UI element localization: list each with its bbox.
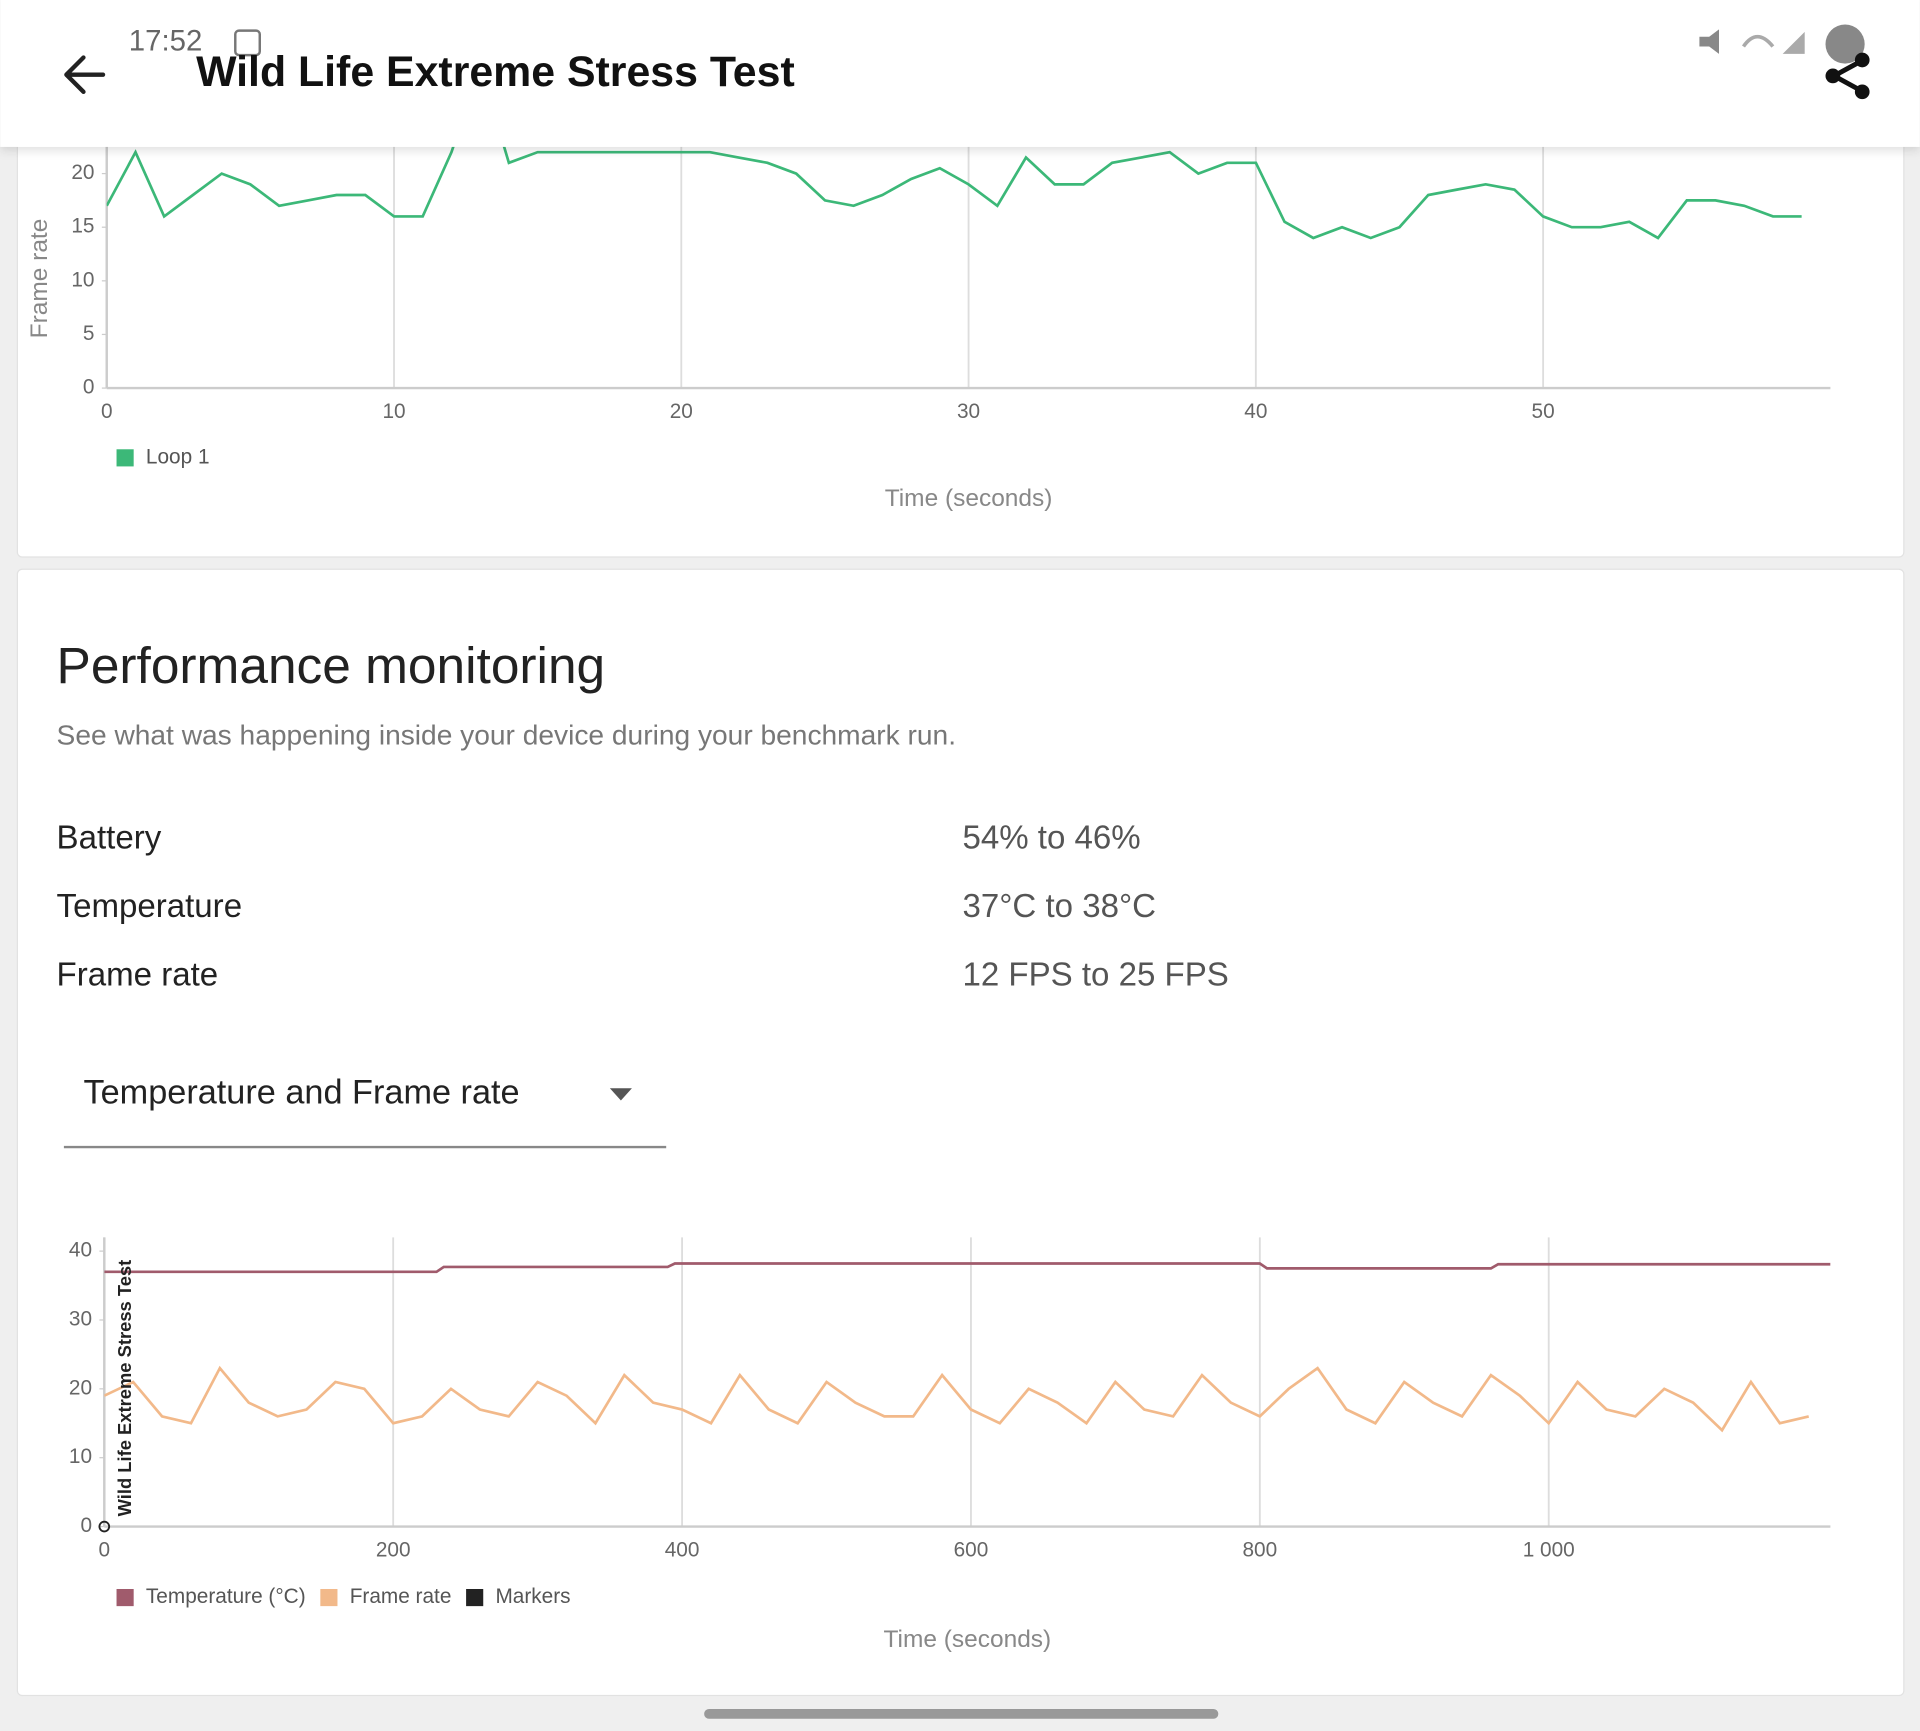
section-title: Performance monitoring xyxy=(57,636,606,694)
legend-swatch xyxy=(320,1588,338,1607)
page-title: Wild Life Extreme Stress Test xyxy=(196,48,795,96)
dropdown-text[interactable]: Temperature and Frame rate xyxy=(83,1073,519,1111)
x-tick-label: 50 xyxy=(1532,400,1555,423)
x-tick-label: 200 xyxy=(376,1539,411,1562)
y-tick-label: 30 xyxy=(69,1307,92,1330)
dropdown-area[interactable] xyxy=(63,1052,667,1148)
x-tick-label: 600 xyxy=(954,1539,989,1562)
y-tick-label: 0 xyxy=(80,1514,92,1537)
row-label: Temperature xyxy=(57,888,243,925)
share-dot xyxy=(1854,52,1870,68)
legend-swatch xyxy=(116,449,134,467)
marker-label: Wild Life Extreme Stress Test xyxy=(114,1260,135,1517)
x-tick-label: 800 xyxy=(1242,1539,1277,1562)
row-value: 37°C to 38°C xyxy=(962,888,1156,925)
series-line xyxy=(104,1262,1831,1274)
legend-label: Loop 1 xyxy=(146,445,210,468)
x-tick-label: 0 xyxy=(99,1539,111,1562)
x-tick-label: 1 000 xyxy=(1523,1539,1575,1562)
nav-handle xyxy=(704,1708,1219,1719)
header-bar xyxy=(0,0,1920,147)
app-header: 17:52 Wild Life Extreme Stress Test xyxy=(0,0,1920,147)
legend-label: Markers xyxy=(495,1585,570,1608)
section-subtitle: See what was happening inside your devic… xyxy=(57,719,956,750)
y-tick-label: 20 xyxy=(71,161,94,184)
marker xyxy=(98,1520,111,1533)
dropdown-arrow[interactable] xyxy=(609,1088,632,1101)
y-tick-label: 20 xyxy=(69,1376,92,1399)
y-tick-label: 10 xyxy=(71,268,94,291)
series-line xyxy=(104,1365,1810,1433)
performance-card xyxy=(16,568,1905,1697)
legend-label: Frame rate xyxy=(350,1585,452,1608)
x-tick-label: 400 xyxy=(665,1539,700,1562)
row-value: 54% to 46% xyxy=(962,820,1140,857)
status-time: 17:52 xyxy=(129,25,203,58)
y-axis-title: Frame rate xyxy=(26,219,53,339)
row-value: 12 FPS to 25 FPS xyxy=(962,957,1228,994)
legend-swatch xyxy=(466,1588,484,1607)
x-tick-label: 0 xyxy=(101,400,113,423)
y-tick-label: 0 xyxy=(83,376,95,399)
legend-label: Temperature (°C) xyxy=(146,1585,306,1608)
battery-icon xyxy=(1825,24,1865,64)
row-label: Battery xyxy=(57,820,162,857)
dropdown[interactable]: Temperature and Frame rate xyxy=(63,1052,667,1149)
x-tick-label: 20 xyxy=(670,400,693,423)
x-tick-label: 10 xyxy=(382,400,405,423)
x-tick-label: 30 xyxy=(957,400,980,423)
share-button[interactable] xyxy=(1825,52,1870,100)
x-axis-title: Time (seconds) xyxy=(883,1626,1051,1653)
series-line xyxy=(106,119,1802,240)
charts: 0 10 20 30 40 50 0 5 10 15 20 Loop 1 Time (seconds) F… xyxy=(26,119,1831,1653)
y-tick-label: 5 xyxy=(83,322,95,345)
legend-swatch xyxy=(116,1588,134,1607)
x-axis-title: Time (seconds) xyxy=(885,485,1053,512)
x-tick-label: 40 xyxy=(1244,400,1267,423)
y-tick-label: 40 xyxy=(69,1239,92,1262)
status-icon xyxy=(234,29,261,57)
y-tick-label: 10 xyxy=(69,1445,92,1468)
wifi-icon xyxy=(1741,34,1775,48)
share-dot xyxy=(1854,84,1870,100)
share-dot xyxy=(1825,68,1841,84)
y-tick-label: 15 xyxy=(71,215,94,238)
back-button[interactable] xyxy=(64,55,106,94)
row-label: Frame rate xyxy=(57,957,219,994)
mute-icon xyxy=(1699,29,1719,54)
